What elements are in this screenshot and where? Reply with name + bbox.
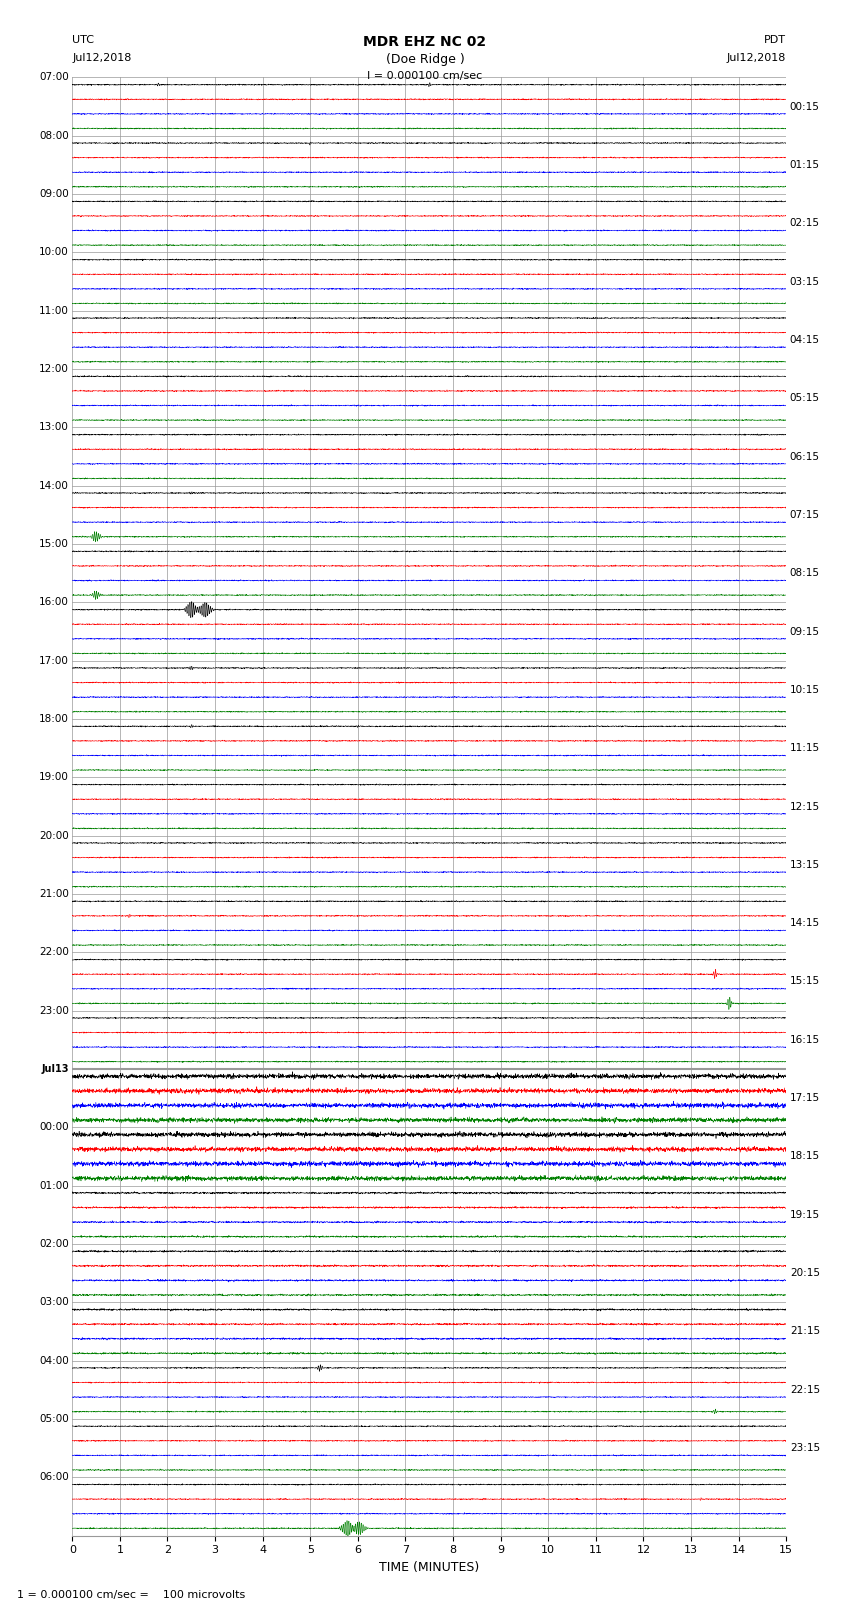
Text: Jul12,2018: Jul12,2018 [727, 53, 786, 63]
Text: 10:00: 10:00 [39, 247, 69, 258]
Text: 00:00: 00:00 [39, 1123, 69, 1132]
Text: PDT: PDT [764, 35, 786, 45]
Text: Jul13: Jul13 [41, 1065, 69, 1074]
Text: 19:00: 19:00 [39, 773, 69, 782]
Text: 04:00: 04:00 [39, 1355, 69, 1366]
Text: 06:00: 06:00 [39, 1473, 69, 1482]
Text: 05:00: 05:00 [39, 1415, 69, 1424]
Text: 00:15: 00:15 [790, 102, 819, 111]
Text: 14:00: 14:00 [39, 481, 69, 490]
Text: 10:15: 10:15 [790, 686, 819, 695]
Text: 08:00: 08:00 [39, 131, 69, 140]
Text: 04:15: 04:15 [790, 336, 819, 345]
Text: 01:00: 01:00 [39, 1181, 69, 1190]
Text: 17:15: 17:15 [790, 1094, 820, 1103]
Text: 02:15: 02:15 [790, 218, 819, 227]
Text: 18:00: 18:00 [39, 715, 69, 724]
Text: 21:15: 21:15 [790, 1326, 820, 1337]
Text: 02:00: 02:00 [39, 1239, 69, 1248]
Text: 05:15: 05:15 [790, 394, 819, 403]
Text: 23:00: 23:00 [39, 1005, 69, 1016]
Text: 20:00: 20:00 [39, 831, 69, 840]
X-axis label: TIME (MINUTES): TIME (MINUTES) [379, 1561, 479, 1574]
Text: 21:00: 21:00 [39, 889, 69, 898]
Text: MDR EHZ NC 02: MDR EHZ NC 02 [364, 35, 486, 50]
Text: 17:00: 17:00 [39, 656, 69, 666]
Text: 09:00: 09:00 [39, 189, 69, 198]
Text: 14:15: 14:15 [790, 918, 820, 927]
Text: 11:15: 11:15 [790, 744, 820, 753]
Text: 15:15: 15:15 [790, 976, 820, 987]
Text: 15:00: 15:00 [39, 539, 69, 548]
Text: 03:00: 03:00 [39, 1297, 69, 1307]
Text: 23:15: 23:15 [790, 1444, 820, 1453]
Text: 01:15: 01:15 [790, 160, 819, 169]
Text: (Doe Ridge ): (Doe Ridge ) [386, 53, 464, 66]
Text: 11:00: 11:00 [39, 306, 69, 316]
Text: I = 0.000100 cm/sec: I = 0.000100 cm/sec [367, 71, 483, 81]
Text: 12:15: 12:15 [790, 802, 820, 811]
Text: 13:00: 13:00 [39, 423, 69, 432]
Text: 16:00: 16:00 [39, 597, 69, 608]
Text: 06:15: 06:15 [790, 452, 819, 461]
Text: 22:15: 22:15 [790, 1386, 820, 1395]
Text: 12:00: 12:00 [39, 365, 69, 374]
Text: 13:15: 13:15 [790, 860, 820, 869]
Text: 08:15: 08:15 [790, 568, 819, 577]
Text: 16:15: 16:15 [790, 1036, 820, 1045]
Text: Jul12,2018: Jul12,2018 [72, 53, 132, 63]
Text: 19:15: 19:15 [790, 1210, 820, 1219]
Text: 09:15: 09:15 [790, 626, 819, 637]
Text: 22:00: 22:00 [39, 947, 69, 957]
Text: 07:15: 07:15 [790, 510, 819, 519]
Text: 18:15: 18:15 [790, 1152, 820, 1161]
Text: 1 = 0.000100 cm/sec =    100 microvolts: 1 = 0.000100 cm/sec = 100 microvolts [17, 1590, 246, 1600]
Text: 20:15: 20:15 [790, 1268, 819, 1277]
Text: 03:15: 03:15 [790, 276, 819, 287]
Text: UTC: UTC [72, 35, 94, 45]
Text: 07:00: 07:00 [39, 73, 69, 82]
